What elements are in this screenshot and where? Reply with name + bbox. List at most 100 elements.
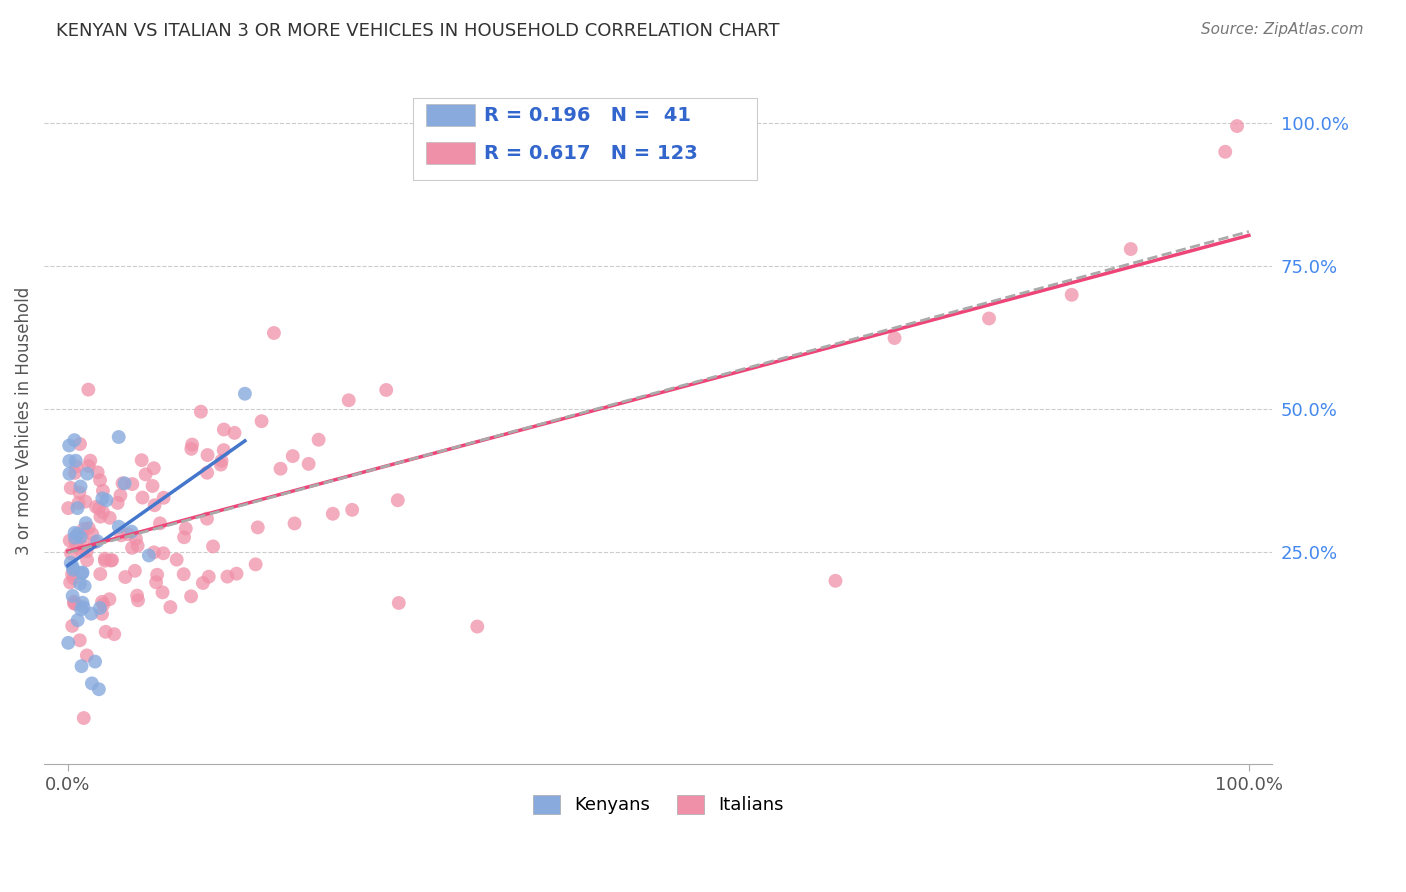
Point [211,454,233,468]
Point [465,619,488,633]
Point [110,528,132,542]
Point [58,467,80,481]
Point [100,553,122,567]
Point [138,549,160,563]
Point [337,393,360,408]
Point [127,589,149,603]
Point [246,520,269,534]
Point [89,473,111,487]
Point [69,576,91,591]
Point [270,461,292,475]
Point [174,522,197,536]
Point [883,331,905,345]
Point [86,534,108,549]
Point [79,453,101,467]
Point [65,459,87,474]
Point [212,423,235,437]
Point [80,607,103,621]
Point [94,554,117,568]
Point [60,566,83,581]
Point [62,560,84,574]
Point [60,619,83,633]
Point [824,574,846,588]
Point [62,571,84,585]
Point [89,509,111,524]
Point [152,585,174,599]
Point [80,676,103,690]
Point [103,627,125,641]
Point [63,433,86,447]
Point [69,437,91,451]
Point [91,607,114,621]
Point [141,479,163,493]
Point [76,467,98,481]
Text: KENYAN VS ITALIAN 3 OR MORE VEHICLES IN HOUSEHOLD CORRELATION CHART: KENYAN VS ITALIAN 3 OR MORE VEHICLES IN … [56,22,780,40]
Point [142,461,165,475]
Point [173,567,195,582]
Point [145,575,167,590]
Point [91,505,114,519]
FancyBboxPatch shape [426,142,475,164]
Point [173,530,195,544]
Point [197,448,219,462]
Point [63,595,86,609]
Point [375,383,398,397]
Point [77,383,100,397]
Point [84,500,107,514]
Point [94,624,117,639]
FancyBboxPatch shape [412,98,756,180]
Point [98,592,121,607]
Point [143,498,166,512]
Point [98,510,121,524]
Point [111,476,134,491]
Point [152,546,174,560]
Point [387,493,409,508]
Point [93,598,115,612]
Point [108,519,131,533]
Point [166,552,188,566]
Point [86,466,108,480]
Point [121,477,143,491]
Point [69,633,91,648]
Point [127,539,149,553]
Point [281,449,304,463]
Point [233,386,256,401]
Point [250,414,273,428]
Point [67,485,90,500]
Point [83,535,105,549]
Point [75,494,97,508]
FancyBboxPatch shape [426,104,475,126]
Text: R = 0.617   N = 123: R = 0.617 N = 123 [484,145,697,163]
Point [73,541,96,555]
Point [82,527,104,541]
Point [66,541,89,555]
Point [131,491,153,505]
Point [977,311,1000,326]
Legend: Kenyans, Italians: Kenyans, Italians [523,786,793,823]
Point [63,534,86,549]
Point [117,527,139,541]
Point [340,503,363,517]
Point [87,501,110,516]
Point [114,570,136,584]
Point [96,493,118,508]
Point [77,458,100,473]
Point [217,569,239,583]
Y-axis label: 3 or more Vehicles in Household: 3 or more Vehicles in Household [15,286,32,555]
Point [263,326,285,340]
Point [225,566,247,581]
Point [202,540,225,554]
Point [110,488,132,502]
Point [76,544,98,558]
Point [73,711,96,725]
Point [91,595,114,609]
Point [72,600,94,615]
Point [121,541,143,555]
Point [131,453,153,467]
Point [322,507,344,521]
Point [180,590,202,604]
Point [308,433,330,447]
Point [388,596,411,610]
Point [107,430,129,444]
Point [59,533,82,548]
